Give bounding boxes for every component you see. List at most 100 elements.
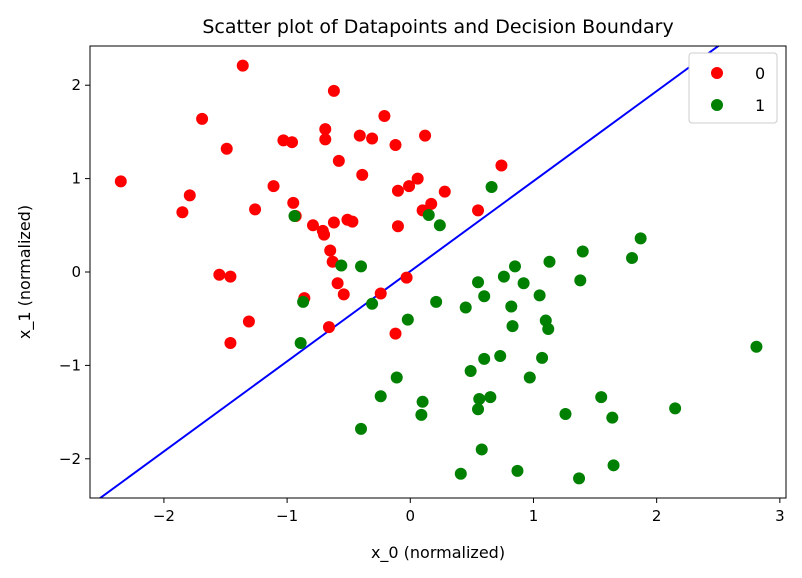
point-class-1 — [416, 395, 429, 408]
point-class-1 — [485, 181, 498, 194]
point-class-1 — [472, 276, 485, 289]
point-class-1 — [366, 297, 379, 310]
point-class-0 — [249, 203, 262, 216]
point-class-0 — [220, 142, 233, 155]
point-class-0 — [419, 129, 432, 142]
x-tick-label: 2 — [652, 507, 662, 525]
point-class-1 — [626, 251, 639, 264]
point-class-1 — [497, 270, 510, 283]
point-class-1 — [355, 422, 368, 435]
point-class-1 — [464, 364, 477, 377]
point-class-0 — [327, 84, 340, 97]
y-tick-label: 0 — [71, 263, 81, 281]
legend-marker-1 — [711, 99, 723, 111]
legend-marker-0 — [711, 67, 723, 79]
point-class-1 — [508, 260, 521, 273]
point-class-0 — [331, 277, 344, 290]
point-class-0 — [400, 271, 413, 284]
x-tick-label: 3 — [775, 507, 785, 525]
point-class-1 — [484, 391, 497, 404]
point-class-1 — [297, 295, 310, 308]
point-class-0 — [327, 216, 340, 229]
point-class-0 — [425, 197, 438, 210]
point-class-1 — [595, 391, 608, 404]
point-class-1 — [390, 371, 403, 384]
point-class-1 — [533, 289, 546, 302]
point-class-1 — [607, 459, 620, 472]
point-class-1 — [634, 232, 647, 245]
point-class-1 — [574, 274, 587, 287]
point-class-1 — [536, 351, 549, 364]
point-class-1 — [506, 320, 519, 333]
point-class-1 — [573, 472, 586, 485]
point-class-1 — [559, 407, 572, 420]
legend: 0 1 — [688, 52, 778, 124]
point-class-1 — [472, 403, 485, 416]
x-axis-label: x_0 (normalized) — [371, 543, 505, 563]
x-tick-label: −1 — [276, 507, 298, 525]
point-class-0 — [176, 206, 189, 219]
point-class-1 — [415, 408, 428, 421]
point-class-0 — [391, 184, 404, 197]
y-tick-label: 2 — [71, 76, 81, 94]
point-class-1 — [422, 209, 435, 222]
point-class-0 — [322, 321, 335, 334]
x-tick-label: −2 — [153, 507, 175, 525]
point-class-1 — [374, 390, 387, 403]
point-class-0 — [495, 159, 508, 172]
point-class-0 — [114, 175, 127, 188]
point-class-0 — [324, 244, 337, 257]
point-class-0 — [411, 172, 424, 185]
chart-title: Scatter plot of Datapoints and Decision … — [202, 16, 673, 38]
point-class-1 — [478, 290, 491, 303]
point-class-0 — [438, 185, 451, 198]
x-tick-label: 0 — [406, 507, 416, 525]
point-class-0 — [224, 270, 237, 283]
point-class-0 — [472, 204, 485, 217]
y-axis-label: x_1 (normalized) — [15, 205, 35, 339]
y-tick-label: −2 — [59, 450, 81, 468]
point-class-1 — [335, 259, 348, 272]
legend-label-0: 0 — [755, 64, 765, 83]
plot-area — [89, 45, 787, 499]
point-class-0 — [389, 138, 402, 151]
point-class-1 — [478, 352, 491, 365]
point-class-1 — [459, 301, 472, 314]
point-class-0 — [236, 59, 249, 72]
point-class-1 — [669, 402, 682, 415]
point-class-1 — [543, 255, 556, 268]
point-class-1 — [517, 277, 530, 290]
data-layer — [98, 46, 763, 498]
x-axis: −2 −1 0 1 2 3 — [153, 498, 785, 525]
point-class-0 — [286, 136, 299, 149]
point-class-1 — [473, 393, 486, 406]
y-tick-label: 1 — [71, 170, 81, 188]
legend-label-1: 1 — [755, 96, 765, 115]
point-class-0 — [287, 196, 300, 209]
point-class-1 — [542, 322, 555, 335]
point-class-0 — [318, 228, 331, 241]
point-class-1 — [288, 209, 301, 222]
point-class-0 — [353, 129, 366, 142]
point-class-0 — [224, 336, 237, 349]
point-class-1 — [454, 467, 467, 480]
point-class-1 — [433, 219, 446, 232]
point-class-1 — [401, 313, 414, 326]
y-axis: −2 −1 0 1 2 — [59, 76, 90, 468]
decision-boundary-line — [98, 46, 721, 498]
y-tick-label: −1 — [59, 356, 81, 374]
point-class-1 — [505, 300, 518, 313]
point-class-0 — [374, 287, 387, 300]
legend-box — [688, 52, 778, 124]
point-class-1 — [355, 260, 368, 273]
point-class-1 — [576, 245, 589, 258]
point-class-0 — [403, 180, 416, 193]
point-class-0 — [332, 154, 345, 167]
point-class-1 — [294, 336, 307, 349]
point-class-1 — [494, 350, 507, 363]
point-class-1 — [523, 371, 536, 384]
point-class-1 — [475, 443, 488, 456]
point-class-0 — [346, 215, 359, 228]
